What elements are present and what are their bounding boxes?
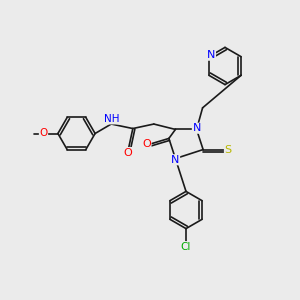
Text: N: N	[207, 50, 215, 60]
Text: NH: NH	[104, 114, 120, 124]
Text: N: N	[171, 155, 180, 165]
Text: S: S	[224, 145, 232, 154]
Text: Cl: Cl	[181, 242, 191, 252]
Text: O: O	[123, 148, 132, 158]
Text: O: O	[142, 140, 151, 149]
Text: O: O	[39, 128, 48, 139]
Text: N: N	[192, 123, 201, 133]
